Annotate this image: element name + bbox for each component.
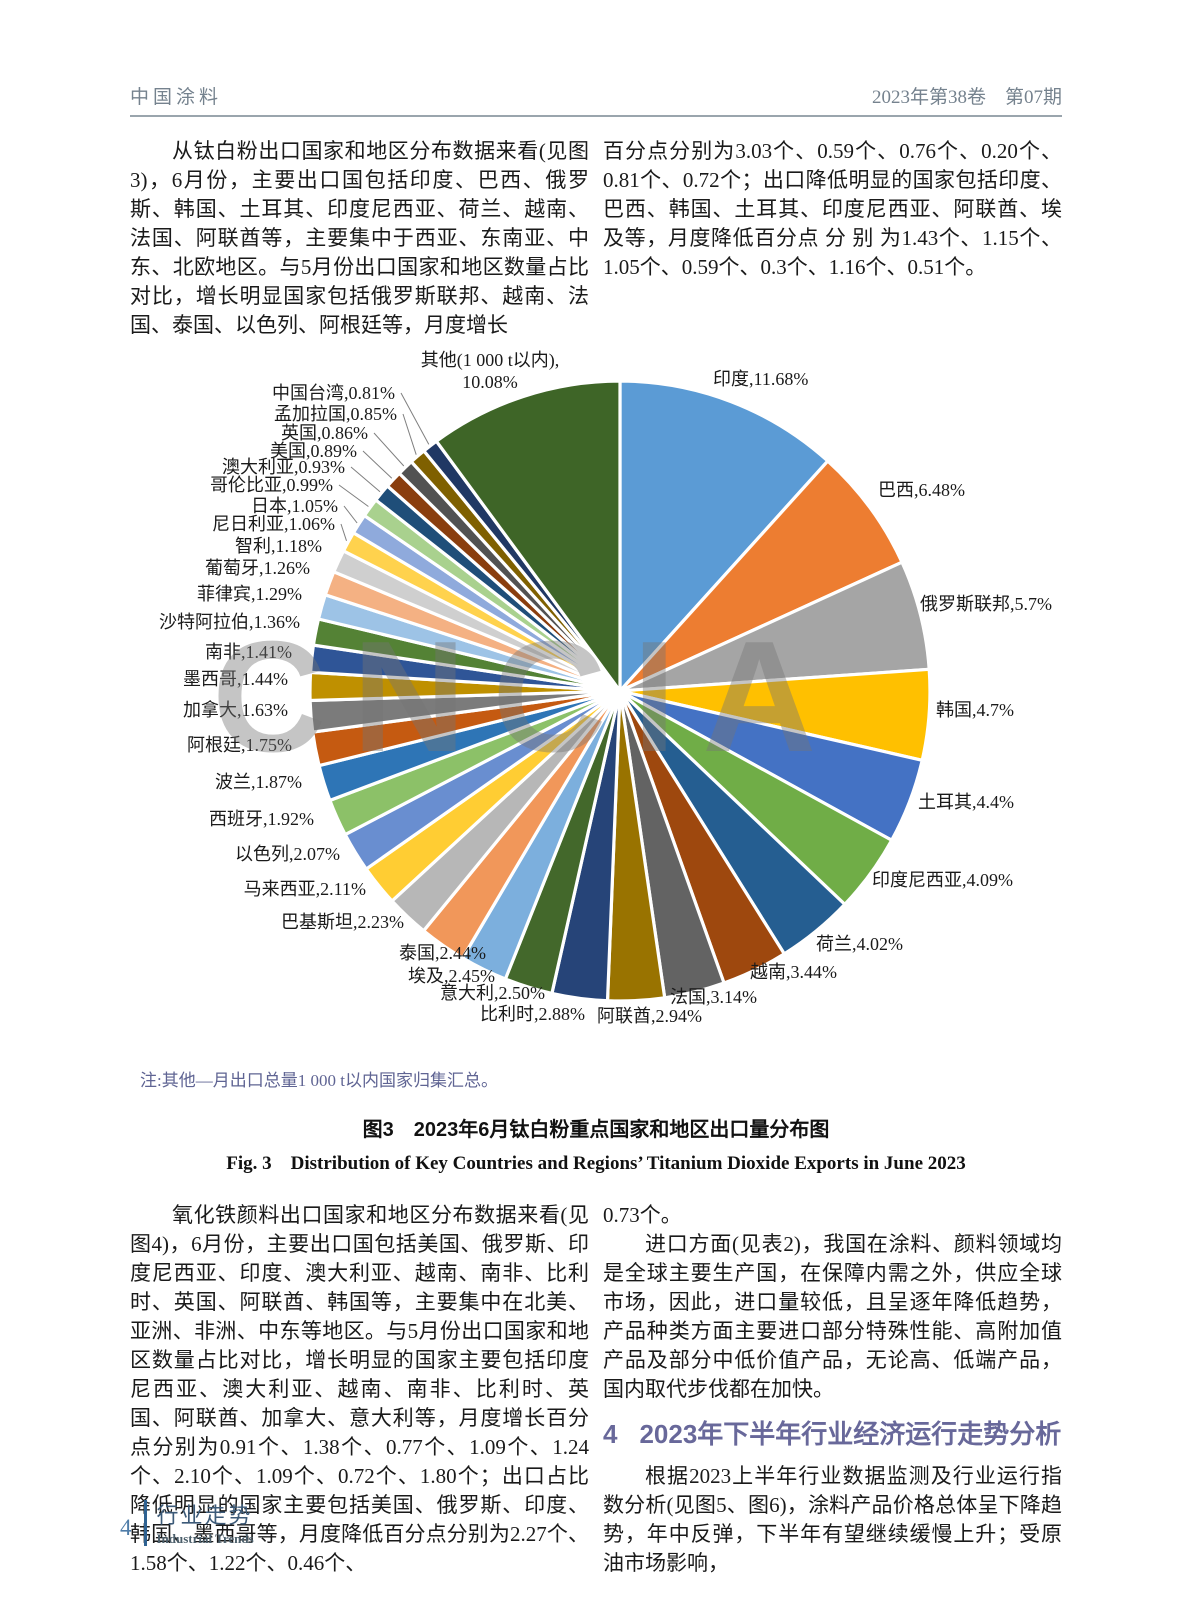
slice-label: 阿联酋,2.94% (597, 1006, 702, 1026)
label-leader-line (350, 466, 381, 493)
column-left: 氧化铁颜料出口国家和地区分布数据来看(见图4)，6月份，主要出口国包括美国、俄罗… (130, 1201, 589, 1578)
figure-caption-en: Fig. 3 Distribution of Key Countries and… (226, 1153, 966, 1174)
label-leader-line (338, 484, 369, 507)
column-right: 0.73个。 进口方面(见表2)，我国在涂料、颜料领域均是全球主要生产国，在保障… (603, 1201, 1062, 1578)
pie-slice (618, 458, 905, 693)
label-leader-line (362, 450, 393, 479)
column-right: 百分点分别为3.03个、0.59个、0.76个、0.20个、0.81个、0.72… (603, 137, 1062, 340)
paragraph: 0.73个。 (603, 1203, 682, 1227)
journal-title: 中国涂料 (130, 87, 223, 108)
slice-label: 荷兰,4.02% (816, 934, 903, 954)
slice-label: 美国,0.89% (270, 441, 357, 461)
slice-label: 土耳其,4.4% (918, 792, 1014, 812)
footer-section: 行业走势 Industrial Trends (157, 1498, 254, 1547)
page-header: 中国涂料 2023年第38卷 第07期 (130, 82, 1062, 117)
slice-label: 法国,3.14% (670, 987, 757, 1007)
slice-label: 马来西亚,2.11% (244, 879, 366, 899)
slice-label: 波兰,1.87% (215, 772, 302, 792)
slice-label: 南非,1.41% (205, 642, 292, 662)
slice-label: 韩国,4.7% (936, 700, 1014, 720)
text-section-2: 氧化铁颜料出口国家和地区分布数据来看(见图4)，6月份，主要出口国包括美国、俄罗… (130, 1201, 1062, 1578)
paragraph: 氧化铁颜料出口国家和地区分布数据来看(见图4)，6月份，主要出口国包括美国、俄罗… (130, 1203, 589, 1575)
footer-divider (143, 1499, 147, 1546)
issue-info: 2023年第38卷 第07期 (871, 87, 1062, 108)
slice-label: 日本,1.05% (251, 496, 338, 516)
slice-label: 越南,3.44% (750, 962, 837, 982)
slice-label: 阿根廷,1.75% (187, 735, 292, 755)
slice-label: 墨西哥,1.44% (183, 669, 288, 689)
slice-label: 中国台湾,0.81% (272, 383, 395, 403)
footer-section-en: Industrial Trends (156, 1531, 254, 1546)
slice-label: 埃及,2.45% (408, 966, 495, 986)
slice-label: 俄罗斯联邦,5.7% (920, 594, 1052, 614)
figure-note: 注:其他—月出口总量1 000 t以内国家归集汇总。 (140, 1071, 498, 1090)
slice-label: 菲律宾,1.29% (197, 584, 302, 604)
slice-label: 英国,0.86% (281, 423, 368, 443)
footer-section-zh: 行业走势 (156, 1503, 253, 1528)
slice-label: 以色列,2.07% (235, 844, 340, 864)
slice-label: 西班牙,1.92% (209, 809, 314, 829)
section-heading: 4 2023年下半年行业经济运行走势分析 (603, 1418, 1062, 1452)
paragraph: 百分点分别为3.03个、0.59个、0.76个、0.20个、0.81个、0.72… (603, 139, 1062, 279)
slice-label: 澳大利亚,0.93% (222, 457, 345, 477)
slice-label: 比利时,2.88% (480, 1004, 585, 1024)
figure-caption-zh: 图3 2023年6月钛白粉重点国家和地区出口量分布图 (362, 1119, 830, 1141)
label-leader-line (373, 432, 405, 467)
slice-label: 哥伦比亚,0.99% (210, 475, 333, 495)
slice-label: 巴基斯坦,2.23% (281, 912, 404, 932)
slice-label: 尼日利亚,1.06% (212, 514, 335, 534)
section-title: 2023年下半年行业经济运行走势分析 (639, 1419, 1062, 1449)
pie-chart: 印度,11.68% 巴西,6.48% 俄罗斯联邦,5.7% 韩国,4.7% 土耳其,4.… (159, 350, 1052, 1026)
label-leader-line (400, 392, 430, 445)
figure-3-pie-chart: 印度,11.68% 巴西,6.48% 俄罗斯联邦,5.7% 韩国,4.7% 土耳其,4.… (0, 348, 1187, 1048)
column-left: 从钛白粉出口国家和地区分布数据来看(见图3)，6月份，主要出口国包括印度、巴西、… (130, 137, 589, 340)
paragraph: 根据2023上半年行业数据监测及行业运行指数分析(见图5、图6)，涂料产品价格总… (603, 1463, 1062, 1575)
slice-label: 其他(1 000 t以内), 10.08% (421, 350, 560, 392)
slice-label: 意大利,2.50% (440, 983, 545, 1003)
page-number: 4 (120, 1514, 132, 1540)
slice-label: 葡萄牙,1.26% (205, 558, 310, 578)
section-number: 4 (603, 1419, 618, 1449)
slice-label: 加拿大,1.63% (183, 699, 288, 720)
slice-label: 孟加拉国,0.85% (274, 404, 397, 424)
text-section-1: 从钛白粉出口国家和地区分布数据来看(见图3)，6月份，主要出口国包括印度、巴西、… (130, 137, 1062, 340)
label-leader-line (343, 505, 358, 524)
slice-label: 印度尼西亚,4.09% (872, 870, 1013, 890)
pie-slice (618, 379, 831, 696)
paragraph: 进口方面(见表2)，我国在涂料、颜料领域均是全球主要生产国，在保障内需之外，供应… (603, 1232, 1062, 1401)
paragraph: 从钛白粉出口国家和地区分布数据来看(见图3)，6月份，主要出口国包括印度、巴西、… (130, 139, 589, 337)
slice-label: 智利,1.18% (235, 536, 322, 556)
label-leader-line (402, 413, 417, 455)
slice-label: 沙特阿拉伯,1.36% (159, 612, 300, 632)
slice-label: 印度,11.68% (713, 369, 808, 389)
slice-label: 巴西,6.48% (878, 480, 965, 500)
label-leader-line (340, 523, 347, 541)
slice-label: 泰国,2.44% (399, 943, 486, 963)
pie-slice (434, 379, 622, 696)
page-footer: 4 行业走势 Industrial Trends (120, 1498, 254, 1547)
